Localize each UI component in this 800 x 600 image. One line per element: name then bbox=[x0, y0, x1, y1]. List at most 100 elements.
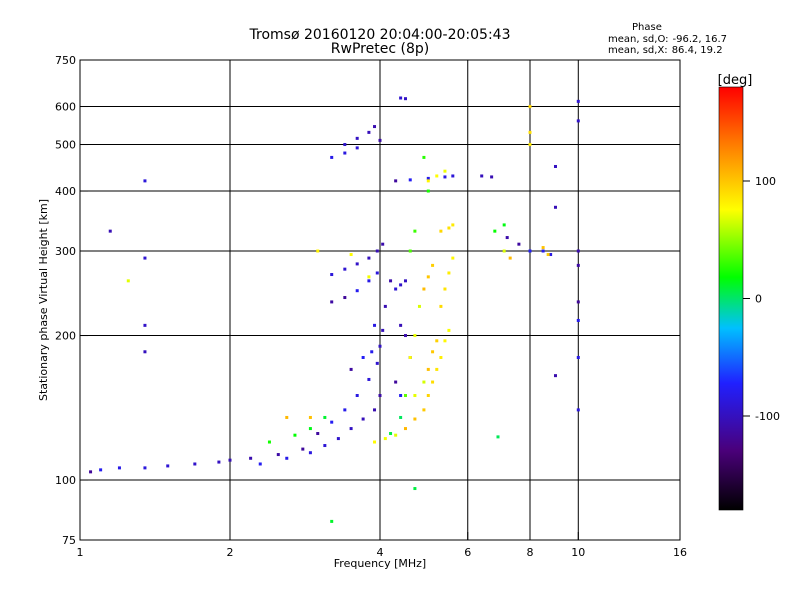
data-point bbox=[143, 466, 147, 470]
data-point bbox=[439, 229, 443, 233]
data-point bbox=[413, 229, 417, 233]
data-point bbox=[439, 304, 443, 308]
data-point bbox=[447, 226, 451, 230]
chart-subtitle: RwPretec (8p) bbox=[330, 41, 430, 57]
data-point bbox=[373, 125, 377, 129]
stats-o-values: -96.2, 16.7 bbox=[672, 34, 728, 45]
data-point bbox=[370, 350, 374, 354]
data-point bbox=[394, 287, 398, 291]
colorbar-tick-label: 100 bbox=[755, 175, 776, 188]
grid-lines bbox=[80, 60, 680, 540]
data-point bbox=[108, 229, 112, 233]
data-point bbox=[528, 130, 532, 134]
data-point bbox=[293, 433, 297, 437]
data-point bbox=[422, 380, 426, 384]
data-point bbox=[403, 427, 407, 431]
data-point bbox=[316, 432, 320, 436]
data-point bbox=[330, 155, 334, 159]
colorbar-tick-label: -100 bbox=[755, 410, 780, 423]
data-point bbox=[490, 175, 494, 179]
data-point bbox=[426, 179, 430, 183]
data-point bbox=[373, 323, 377, 327]
data-point bbox=[389, 432, 393, 436]
data-point bbox=[528, 105, 532, 109]
data-point bbox=[399, 415, 403, 419]
x-tick-label: 2 bbox=[227, 546, 234, 559]
data-point bbox=[439, 355, 443, 359]
data-point bbox=[373, 408, 377, 412]
data-point bbox=[330, 300, 334, 304]
y-tick-label: 750 bbox=[55, 54, 76, 67]
data-point bbox=[143, 323, 147, 327]
data-point bbox=[413, 334, 417, 338]
data-point bbox=[399, 394, 403, 398]
data-point bbox=[143, 256, 147, 260]
data-point bbox=[367, 130, 371, 134]
data-point bbox=[367, 377, 371, 381]
data-point bbox=[285, 456, 289, 460]
data-point bbox=[426, 394, 430, 398]
data-point bbox=[443, 339, 447, 343]
data-point bbox=[435, 174, 439, 178]
data-point bbox=[553, 374, 557, 378]
data-point bbox=[422, 155, 426, 159]
data-point bbox=[316, 249, 320, 253]
data-point bbox=[267, 440, 271, 444]
data-point bbox=[528, 249, 532, 253]
data-point bbox=[330, 519, 334, 523]
data-point bbox=[403, 394, 407, 398]
data-points bbox=[89, 96, 580, 523]
data-point bbox=[528, 143, 532, 147]
data-point bbox=[126, 279, 130, 283]
y-tick-label: 100 bbox=[55, 474, 76, 487]
data-point bbox=[375, 361, 379, 365]
data-point bbox=[426, 275, 430, 279]
data-point bbox=[355, 289, 359, 293]
data-point bbox=[517, 242, 521, 246]
data-point bbox=[330, 420, 334, 424]
data-point bbox=[349, 427, 353, 431]
data-point bbox=[349, 367, 353, 371]
data-point bbox=[493, 229, 497, 233]
data-point bbox=[502, 223, 506, 227]
data-point bbox=[375, 249, 379, 253]
axes: 1 2 4 6 8 10 16 75 100 200 300 400 500 600 750 bbox=[55, 54, 687, 559]
data-point bbox=[399, 283, 403, 287]
data-point bbox=[502, 249, 506, 253]
data-point bbox=[426, 367, 430, 371]
data-point bbox=[217, 460, 221, 464]
data-point bbox=[451, 223, 455, 227]
data-point bbox=[553, 164, 557, 168]
data-point bbox=[431, 350, 435, 354]
data-point bbox=[228, 458, 232, 462]
data-point bbox=[378, 344, 382, 348]
data-point bbox=[308, 451, 312, 455]
data-point bbox=[576, 355, 580, 359]
data-point bbox=[443, 287, 447, 291]
data-point bbox=[143, 350, 147, 354]
stats-x-values: 86.4, 19.2 bbox=[671, 45, 723, 56]
data-point bbox=[381, 242, 385, 246]
data-point bbox=[417, 304, 421, 308]
data-point bbox=[349, 253, 353, 257]
data-point bbox=[355, 394, 359, 398]
data-point bbox=[301, 447, 305, 451]
data-point bbox=[378, 394, 382, 398]
data-point bbox=[413, 487, 417, 491]
data-point bbox=[505, 236, 509, 240]
data-point bbox=[394, 433, 398, 437]
data-point bbox=[323, 444, 327, 448]
data-point bbox=[117, 466, 121, 470]
colorbar bbox=[719, 87, 743, 510]
data-point bbox=[378, 138, 382, 142]
data-point bbox=[576, 300, 580, 304]
x-tick-label: 8 bbox=[527, 546, 534, 559]
data-point bbox=[394, 380, 398, 384]
data-point bbox=[576, 249, 580, 253]
data-point bbox=[249, 456, 253, 460]
data-point bbox=[276, 453, 280, 457]
data-point bbox=[343, 296, 347, 300]
chart-title: Tromsø 20160120 20:04:00-20:05:43 bbox=[249, 27, 511, 43]
